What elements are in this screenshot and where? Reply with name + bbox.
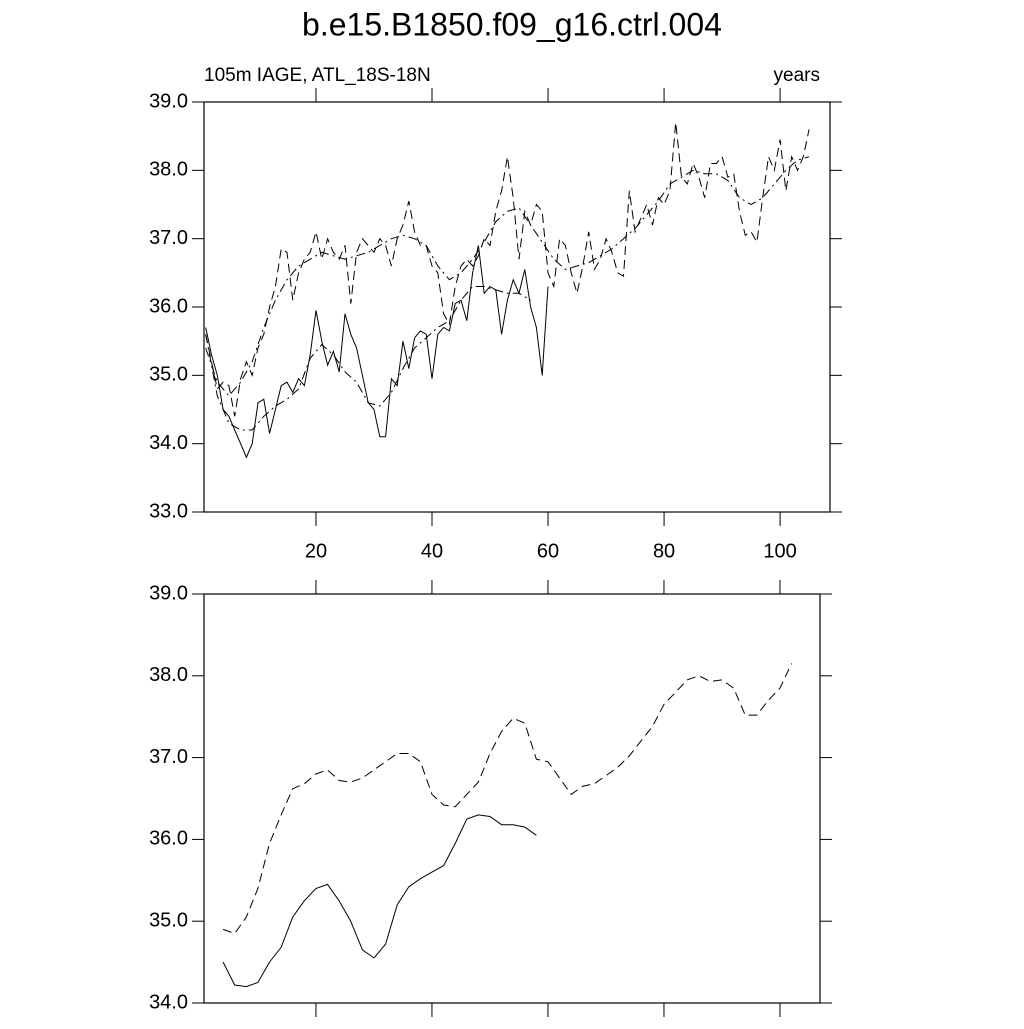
x-tick-label: 60 bbox=[537, 540, 559, 562]
y-tick-label: 36.0 bbox=[149, 828, 188, 850]
y-tick-label: 38.0 bbox=[149, 664, 188, 686]
y-tick-label: 38.0 bbox=[149, 159, 188, 181]
y-tick-label: 34.0 bbox=[149, 991, 188, 1013]
series-line bbox=[205, 156, 810, 397]
right-string: years bbox=[774, 65, 820, 86]
plot-frame bbox=[203, 101, 831, 513]
x-tick-label: 20 bbox=[305, 540, 327, 562]
y-tick-label: 39.0 bbox=[149, 90, 188, 112]
y-tick-label: 37.0 bbox=[149, 227, 188, 249]
x-tick-label: 100 bbox=[763, 540, 796, 562]
left-string: 105m IAGE, ATL_18S-18N bbox=[204, 65, 431, 86]
series-line bbox=[205, 122, 810, 417]
x-tick-label: 40 bbox=[421, 540, 443, 562]
y-tick-label: 35.0 bbox=[149, 909, 188, 931]
series-line bbox=[222, 663, 793, 935]
x-tick-label: 80 bbox=[653, 540, 675, 562]
y-tick-label: 39.0 bbox=[149, 582, 188, 604]
series-line bbox=[205, 245, 549, 459]
y-tick-label: 36.0 bbox=[149, 295, 188, 317]
series-line bbox=[222, 814, 537, 988]
y-tick-label: 37.0 bbox=[149, 746, 188, 768]
series-line bbox=[205, 286, 531, 431]
y-tick-label: 33.0 bbox=[149, 500, 188, 522]
plot-frame bbox=[203, 593, 821, 1004]
y-tick-label: 35.0 bbox=[149, 364, 188, 386]
y-tick-label: 34.0 bbox=[149, 432, 188, 454]
figure-title: b.e15.B1850.f09_g16.ctrl.004 bbox=[302, 6, 722, 42]
